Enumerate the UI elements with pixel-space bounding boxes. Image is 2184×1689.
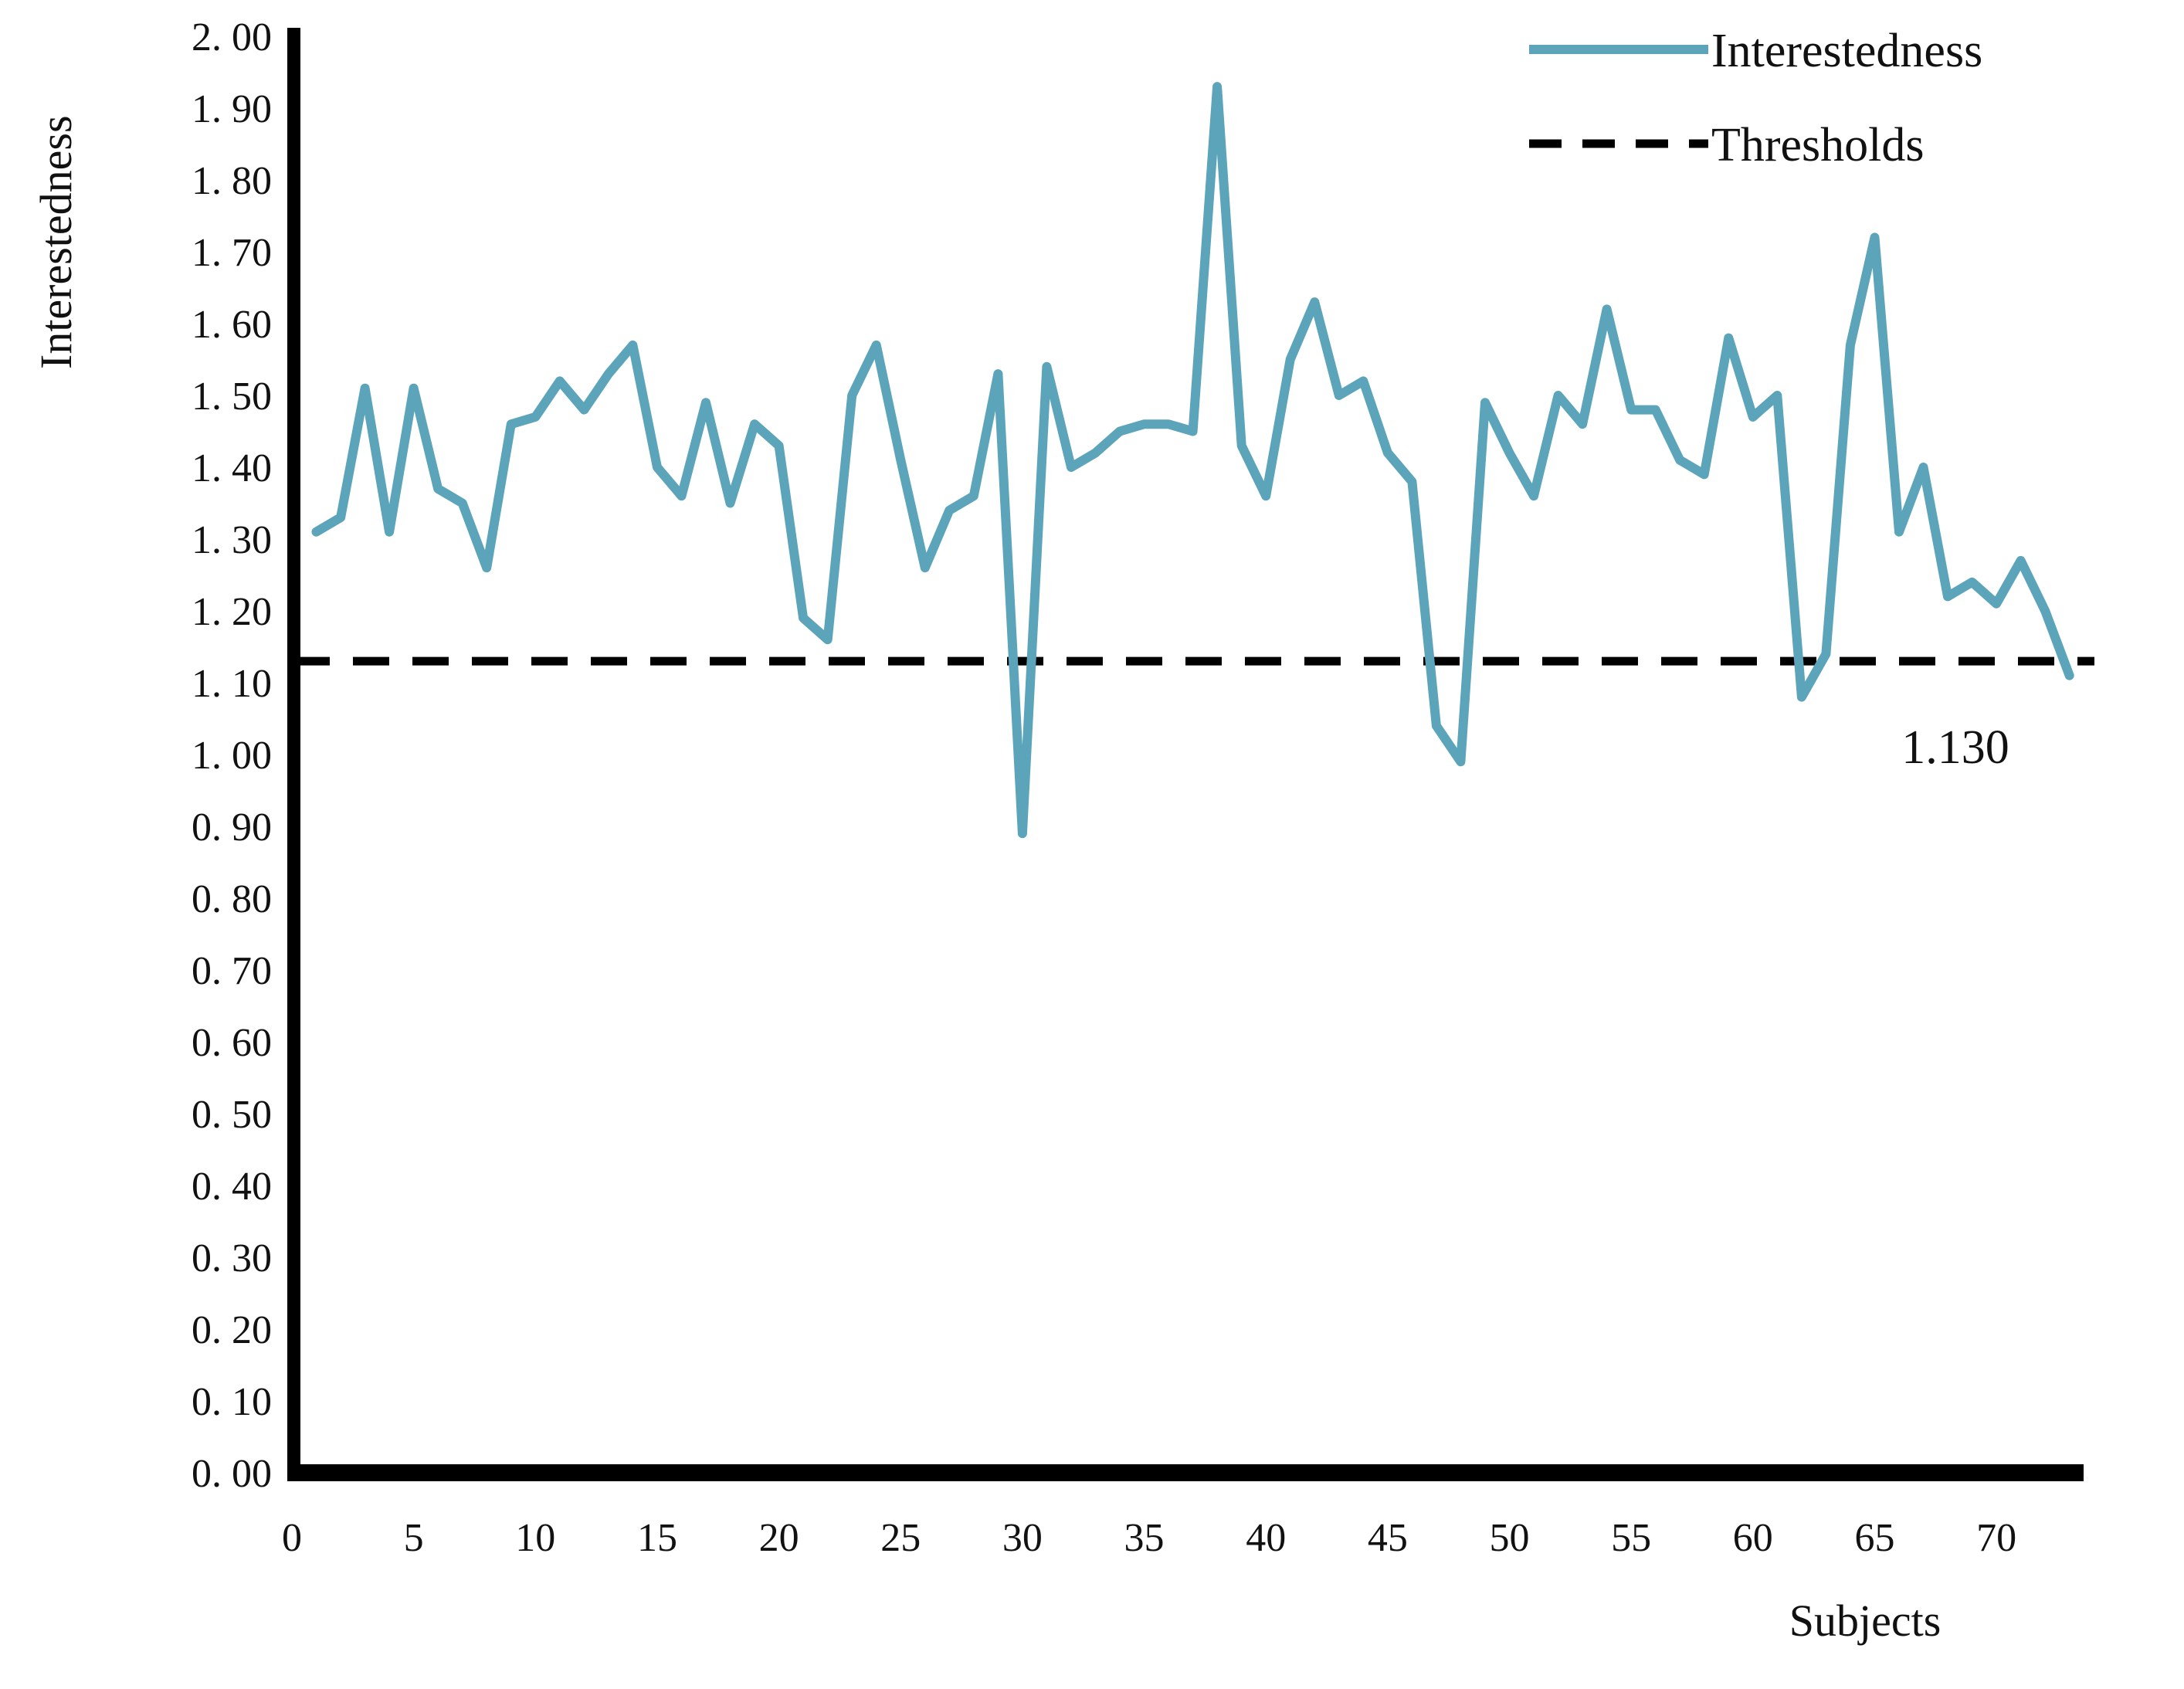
legend-threshold-label: Thresholds (1711, 119, 1925, 171)
y-axis-tick-labels: 2. 00 1. 90 1. 80 1. 70 1. 60 1. 50 1. 40 1. 30… (192, 15, 272, 1496)
y-tick-label: 0. 20 (192, 1308, 272, 1352)
y-tick-label: 0. 50 (192, 1093, 272, 1137)
y-tick-label: 1. 80 (192, 159, 272, 203)
y-tick-label: 1. 20 (192, 590, 272, 634)
y-tick-label: 1. 70 (192, 231, 272, 275)
x-tick-label: 10 (515, 1516, 555, 1560)
y-tick-label: 1. 50 (192, 375, 272, 419)
y-tick-label: 1. 00 (192, 734, 272, 778)
x-tick-label: 20 (759, 1516, 799, 1560)
legend: Interestedness Thresholds (1529, 25, 1982, 171)
x-tick-label: 15 (637, 1516, 677, 1560)
x-tick-label: 5 (404, 1516, 424, 1560)
y-tick-label: 1. 40 (192, 446, 272, 490)
legend-series-label: Interestedness (1711, 25, 1982, 77)
y-tick-label: 1. 90 (192, 87, 272, 131)
y-tick-label: 2. 00 (192, 15, 272, 59)
x-tick-label: 60 (1733, 1516, 1773, 1560)
y-axis-title: Interestedness (31, 115, 81, 369)
y-tick-label: 1. 30 (192, 518, 272, 562)
x-tick-label: 30 (1002, 1516, 1043, 1560)
x-tick-label: 25 (880, 1516, 921, 1560)
x-tick-label: 50 (1490, 1516, 1530, 1560)
y-tick-label: 0. 80 (192, 877, 272, 921)
x-axis-line (287, 1464, 2084, 1481)
x-axis-tick-labels: 0 5 10 15 20 25 30 35 40 45 50 55 60 65 70 (282, 1516, 2016, 1560)
y-tick-label: 0. 70 (192, 949, 272, 993)
threshold-annotation: 1.130 (1901, 721, 2009, 774)
y-tick-label: 1. 10 (192, 662, 272, 706)
x-tick-label: 70 (1976, 1516, 2016, 1560)
y-axis-line (287, 28, 300, 1480)
y-tick-label: 0. 90 (192, 805, 272, 850)
data-line (311, 82, 2074, 839)
x-axis-title: Subjects (1789, 1596, 1942, 1646)
x-tick-label: 65 (1854, 1516, 1894, 1560)
y-tick-label: 0. 00 (192, 1452, 272, 1496)
x-tick-label: 55 (1611, 1516, 1651, 1560)
y-tick-label: 0. 60 (192, 1021, 272, 1065)
y-tick-label: 0. 30 (192, 1236, 272, 1280)
x-tick-label: 40 (1246, 1516, 1286, 1560)
x-tick-label: 35 (1124, 1516, 1165, 1560)
y-tick-label: 0. 40 (192, 1165, 272, 1209)
x-tick-label: 45 (1368, 1516, 1408, 1560)
x-tick-label: 0 (282, 1516, 302, 1560)
y-tick-label: 0. 10 (192, 1380, 272, 1424)
y-tick-label: 1. 60 (192, 303, 272, 347)
